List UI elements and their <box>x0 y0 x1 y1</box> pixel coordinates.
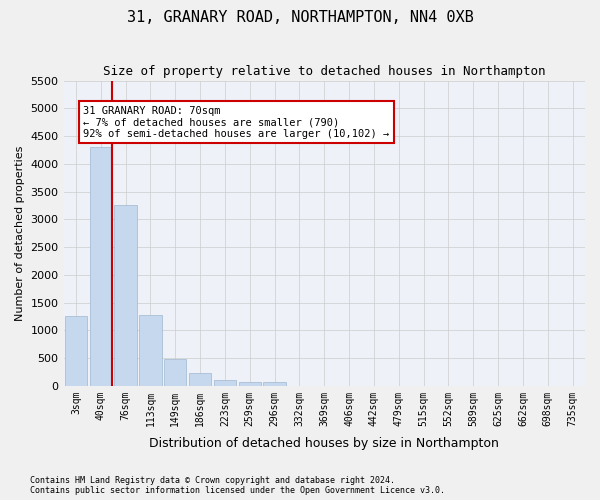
Bar <box>65 316 87 386</box>
Bar <box>115 206 137 386</box>
Y-axis label: Number of detached properties: Number of detached properties <box>15 146 25 321</box>
Text: 31 GRANARY ROAD: 70sqm
← 7% of detached houses are smaller (790)
92% of semi-det: 31 GRANARY ROAD: 70sqm ← 7% of detached … <box>83 106 389 138</box>
Bar <box>89 147 112 386</box>
Bar <box>164 360 187 386</box>
Bar <box>239 382 261 386</box>
X-axis label: Distribution of detached houses by size in Northampton: Distribution of detached houses by size … <box>149 437 499 450</box>
Text: Contains HM Land Registry data © Crown copyright and database right 2024.
Contai: Contains HM Land Registry data © Crown c… <box>30 476 445 495</box>
Text: 31, GRANARY ROAD, NORTHAMPTON, NN4 0XB: 31, GRANARY ROAD, NORTHAMPTON, NN4 0XB <box>127 10 473 25</box>
Bar <box>214 380 236 386</box>
Bar <box>263 382 286 386</box>
Bar <box>189 374 211 386</box>
Bar <box>139 315 161 386</box>
Title: Size of property relative to detached houses in Northampton: Size of property relative to detached ho… <box>103 65 545 78</box>
